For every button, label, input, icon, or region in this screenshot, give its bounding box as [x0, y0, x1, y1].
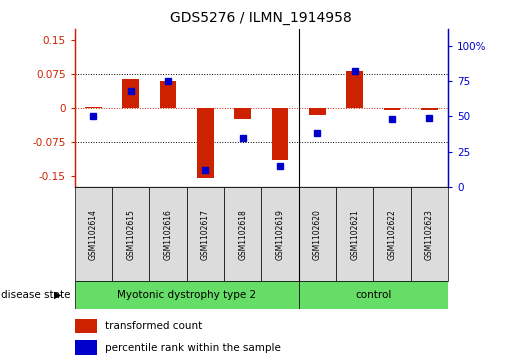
Bar [122, 79, 139, 108]
Text: disease state: disease state [1, 290, 71, 300]
Text: control: control [355, 290, 391, 300]
Bar [75, 281, 299, 309]
Bar [309, 108, 326, 115]
Bar [85, 107, 102, 108]
Bar [271, 108, 288, 160]
Text: ▶: ▶ [54, 290, 61, 300]
Text: GSM1102616: GSM1102616 [164, 209, 173, 260]
Text: GSM1102622: GSM1102622 [388, 209, 397, 260]
Bar [261, 187, 299, 281]
Bar [346, 71, 363, 108]
Bar [197, 108, 214, 178]
Bar [234, 108, 251, 119]
Text: transformed count: transformed count [105, 321, 202, 331]
Text: GSM1102617: GSM1102617 [201, 209, 210, 260]
Text: Myotonic dystrophy type 2: Myotonic dystrophy type 2 [117, 290, 256, 300]
Bar [149, 187, 186, 281]
Bar [75, 187, 112, 281]
Text: GSM1102623: GSM1102623 [425, 209, 434, 260]
Text: GSM1102621: GSM1102621 [350, 209, 359, 260]
Text: GSM1102614: GSM1102614 [89, 209, 98, 260]
Bar [384, 108, 401, 110]
Text: GSM1102615: GSM1102615 [126, 209, 135, 260]
Bar [373, 187, 410, 281]
Bar [112, 187, 149, 281]
Title: GDS5276 / ILMN_1914958: GDS5276 / ILMN_1914958 [170, 11, 352, 25]
Bar [75, 319, 97, 333]
Bar [410, 187, 448, 281]
Text: percentile rank within the sample: percentile rank within the sample [105, 343, 281, 352]
Bar [224, 187, 261, 281]
Bar [299, 281, 448, 309]
Bar [421, 108, 438, 110]
Text: GSM1102619: GSM1102619 [276, 209, 284, 260]
Bar [299, 187, 336, 281]
Bar [186, 187, 224, 281]
Bar [160, 81, 177, 108]
Text: GSM1102620: GSM1102620 [313, 209, 322, 260]
Bar [75, 340, 97, 355]
Text: GSM1102618: GSM1102618 [238, 209, 247, 260]
Bar [336, 187, 373, 281]
